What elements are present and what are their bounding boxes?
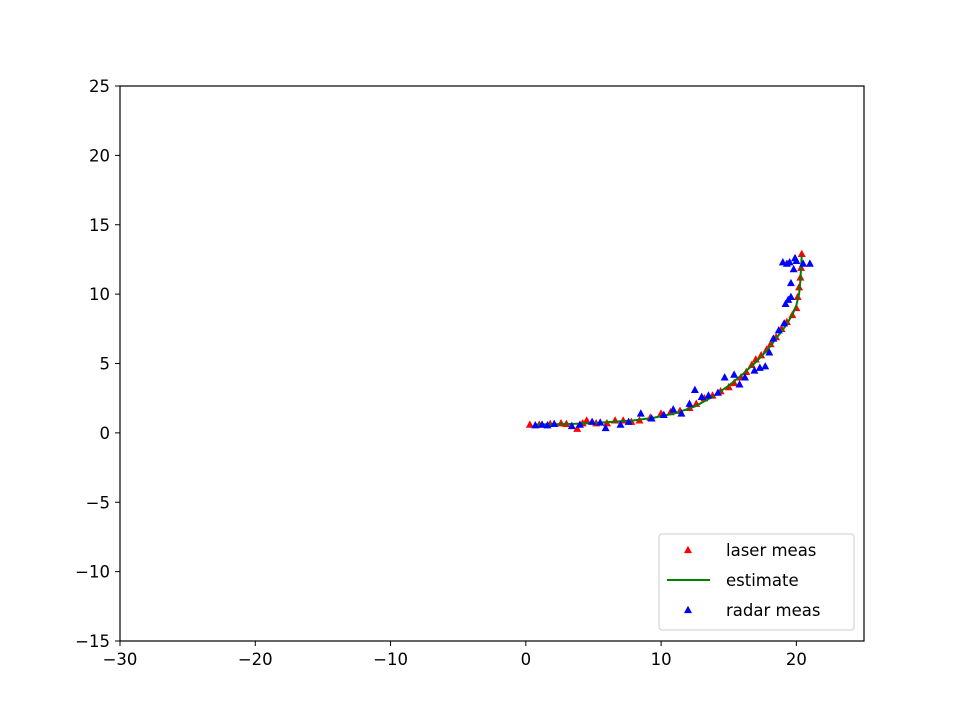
radar-meas-point — [704, 391, 713, 399]
x-tick-label: 10 — [651, 650, 672, 669]
radar-meas-point — [531, 421, 540, 429]
laser-meas-point — [797, 249, 806, 258]
y-tick-label: 10 — [89, 285, 110, 304]
y-tick-label: 25 — [89, 77, 110, 96]
radar-meas-point — [786, 278, 795, 287]
y-tick-label: 0 — [100, 424, 111, 443]
data-layer — [525, 249, 814, 432]
x-tick-label: 20 — [786, 650, 807, 669]
legend: laser meas estimate radar meas — [658, 533, 855, 631]
radar-meas-point — [543, 421, 552, 429]
radar-meas-point — [538, 420, 547, 428]
y-tick-label: 15 — [89, 216, 110, 235]
radar-meas-point — [567, 421, 576, 430]
laser-meas-point — [747, 360, 756, 369]
radar-meas-point — [624, 417, 633, 425]
radar-meas-point — [713, 388, 722, 396]
x-tick-label: −30 — [103, 650, 138, 669]
x-tick-label: 0 — [521, 650, 532, 669]
laser-meas-point — [766, 339, 775, 348]
laser-meas-point — [757, 350, 766, 359]
y-tick-label: 5 — [100, 355, 111, 374]
radar-meas-point — [740, 373, 749, 381]
laser-meas-point — [582, 416, 591, 424]
x-tick-label: −10 — [373, 650, 408, 669]
radar-meas-point — [636, 409, 645, 417]
estimate-line — [533, 255, 803, 426]
radar-meas-point — [786, 292, 795, 301]
radar-meas-point — [785, 258, 794, 266]
radar-meas-point — [697, 392, 706, 400]
radar-meas-point — [799, 259, 808, 267]
radar-meas-point — [805, 259, 814, 267]
radar-meas-point — [685, 399, 694, 407]
radar-meas-point — [596, 418, 605, 426]
radar-meas-point — [778, 258, 787, 266]
radar-meas-point — [690, 385, 699, 394]
legend-label-laser-meas: laser meas — [726, 541, 816, 560]
y-tick-label: −5 — [86, 493, 110, 512]
legend-label-estimate: estimate — [726, 571, 799, 590]
y-tick-label: −15 — [75, 632, 110, 651]
radar-meas-point — [761, 362, 770, 370]
laser-meas-point — [525, 420, 534, 428]
radar-meas-point — [575, 420, 584, 428]
legend-swatch-laser-meas — [684, 545, 692, 554]
radar-meas-point — [765, 348, 774, 356]
legend-frame — [658, 533, 855, 631]
radar-meas-point — [789, 264, 798, 273]
y-tick-label: 20 — [89, 146, 110, 165]
radar-meas-point — [720, 373, 729, 381]
radar-meas-point — [601, 423, 610, 432]
radar-meas-point — [647, 414, 656, 422]
radar-meas-point — [780, 319, 789, 327]
radar-meas-point — [791, 253, 800, 262]
radar-meas-point — [735, 380, 744, 388]
legend-label-radar-meas: radar meas — [726, 601, 820, 620]
radar-meas-point — [588, 417, 597, 425]
radar-meas-point — [616, 420, 625, 428]
radar-meas-point — [769, 334, 778, 342]
radar-meas-point — [669, 405, 678, 413]
radar-meas-point — [550, 419, 559, 428]
radar-meas-point — [730, 370, 739, 378]
radar-meas-point — [750, 366, 759, 374]
x-tick-label: −20 — [238, 650, 273, 669]
x-axis: −30 −20 −10 0 10 20 — [103, 641, 807, 669]
laser-meas-point — [573, 424, 582, 432]
radar-meas-point — [659, 410, 668, 418]
y-axis: −15 −10 −5 0 5 10 15 20 25 — [75, 77, 120, 651]
radar-meas-point — [677, 409, 686, 417]
y-tick-label: −10 — [75, 563, 110, 582]
radar-meas-point — [774, 326, 783, 334]
legend-swatch-radar-meas — [684, 605, 692, 614]
radar-meas-point — [781, 299, 790, 307]
